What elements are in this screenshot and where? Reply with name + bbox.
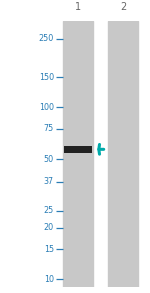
Text: 250: 250 [39, 35, 54, 43]
Text: 1: 1 [75, 2, 81, 12]
Text: 15: 15 [44, 244, 54, 253]
Text: 150: 150 [39, 73, 54, 81]
Bar [63, 21, 93, 287]
Text: 37: 37 [44, 177, 54, 186]
Text: 2: 2 [120, 2, 126, 12]
Text: 50: 50 [44, 155, 54, 163]
Text: 100: 100 [39, 103, 54, 112]
Bar [108, 21, 138, 287]
Text: 10: 10 [44, 275, 54, 284]
Text: 20: 20 [44, 223, 54, 232]
Text: 75: 75 [44, 124, 54, 133]
Text: 25: 25 [44, 206, 54, 215]
